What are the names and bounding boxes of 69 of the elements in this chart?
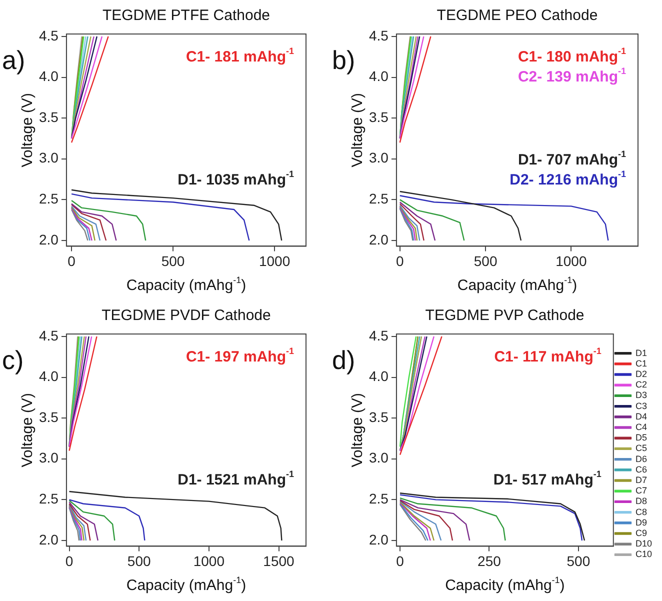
y-tick-label: 4.5 [38, 327, 59, 344]
x-tick-label: 1000 [258, 253, 290, 270]
y-tick-label: 2.5 [368, 190, 389, 207]
legend-label: D4 [635, 411, 648, 422]
text: a) [2, 45, 26, 76]
legend-label: C2 [635, 380, 648, 390]
x-tick-label: 0 [396, 553, 404, 570]
text: c) [2, 345, 24, 376]
x-tick-label: 500 [127, 553, 151, 570]
x-tick-label: 1000 [556, 253, 587, 270]
chart-title: TEGDME PTFE Cathode [102, 7, 270, 24]
legend-label: C4 [635, 422, 648, 432]
x-tick-label: 0 [65, 553, 74, 570]
y-tick-label: 2.5 [38, 190, 59, 207]
legend-label: D7 [635, 474, 648, 485]
text: d) [332, 345, 356, 376]
legend-label: C7 [635, 486, 648, 496]
legend-label: D1 [635, 348, 648, 358]
y-tick-label: 3.5 [38, 108, 59, 125]
y-axis-title: Voltage (V) [349, 392, 366, 468]
y-tick-label: 3.0 [38, 150, 59, 166]
y-tick-label: 2.0 [38, 231, 59, 248]
chart-title: TEGDME PVP Cathode [425, 307, 584, 324]
legend-label: D10 [635, 538, 652, 549]
y-tick-label: 4.0 [38, 368, 59, 384]
legend-label: C3 [635, 400, 648, 411]
y-tick-label: 2.0 [368, 531, 389, 548]
y-tick-label: 2.0 [368, 231, 389, 248]
y-tick-label: 3.5 [368, 408, 389, 425]
y-tick-label: 2.5 [38, 490, 59, 507]
text: b) [332, 45, 356, 76]
legend-label: D6 [635, 454, 648, 464]
x-tick-label: 1000 [193, 553, 225, 570]
chart-title: TEGDME PEO Cathode [436, 7, 598, 24]
legend-label: C9 [635, 528, 648, 538]
legend-label: D8 [635, 496, 648, 506]
y-axis-title: Voltage (V) [19, 92, 36, 168]
y-tick-label: 2.5 [368, 490, 389, 507]
x-tick-label: 0 [68, 253, 76, 270]
y-tick-label: 4.0 [368, 368, 389, 384]
y-tick-label: 4.0 [368, 68, 389, 84]
x-tick-label: 500 [566, 553, 590, 570]
x-tick-label: 1500 [263, 553, 295, 570]
y-tick-label: 3.0 [368, 150, 389, 166]
legend-label: C1 [635, 358, 648, 368]
legend-label: C10 [635, 549, 652, 560]
x-tick-label: 500 [161, 253, 185, 270]
y-tick-label: 4.5 [368, 327, 389, 344]
y-tick-label: 4.5 [38, 27, 59, 44]
y-tick-label: 3.0 [38, 450, 59, 466]
y-tick-label: 2.0 [38, 531, 59, 548]
y-tick-label: 3.0 [368, 450, 389, 466]
y-axis-title: Voltage (V) [19, 392, 36, 468]
x-tick-label: 0 [396, 253, 404, 270]
y-tick-label: 3.5 [38, 408, 59, 425]
x-tick-label: 250 [478, 553, 502, 570]
legend-label: D9 [635, 517, 648, 528]
y-tick-label: 4.0 [38, 68, 59, 84]
y-tick-label: 3.5 [368, 108, 389, 125]
legend-label: D3 [635, 390, 648, 400]
x-tick-label: 500 [474, 253, 498, 270]
chart-title: TEGDME PVDF Cathode [102, 307, 271, 324]
legend-label: C5 [635, 443, 648, 454]
legend-label: D5 [635, 432, 648, 443]
legend-label: C8 [635, 506, 648, 517]
y-axis-title: Voltage (V) [349, 92, 366, 168]
legend-label: D2 [635, 368, 648, 379]
y-tick-label: 4.5 [368, 27, 389, 44]
legend-label: C6 [635, 464, 648, 474]
